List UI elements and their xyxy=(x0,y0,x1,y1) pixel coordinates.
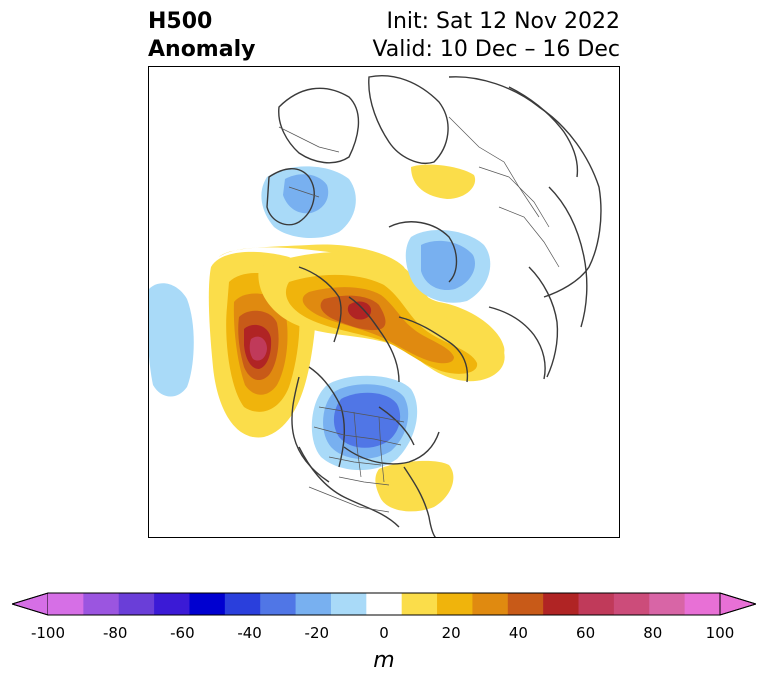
colorbar-tick-label: -60 xyxy=(170,624,195,642)
colorbar-bin xyxy=(224,593,261,615)
colorbar-bin xyxy=(189,593,226,615)
title-valid: Valid: 10 Dec – 16 Dec xyxy=(372,37,620,62)
colorbar-bin xyxy=(472,593,509,615)
colorbar-bin xyxy=(366,593,403,615)
anomaly-map xyxy=(149,75,602,537)
colorbar-tick-label: 40 xyxy=(508,624,528,642)
colorbar-bin xyxy=(83,593,120,615)
colorbar-bin xyxy=(437,593,473,615)
coastlines xyxy=(266,75,602,537)
colorbar-tick-label: -20 xyxy=(304,624,330,642)
colorbar-tick-label: -80 xyxy=(102,624,128,642)
colorbar-tick-label: -40 xyxy=(237,624,262,642)
political-borders xyxy=(278,116,560,513)
colorbar-bin xyxy=(543,593,580,615)
colorbar-extend-max xyxy=(719,592,758,616)
colorbar-bin xyxy=(118,593,155,615)
title-variable: H500 xyxy=(148,9,213,34)
title-anomaly: Anomaly xyxy=(148,37,256,62)
title-left: H500 Anomaly xyxy=(148,8,255,64)
colorbar-bin xyxy=(260,593,297,615)
title-init: Init: Sat 12 Nov 2022 xyxy=(386,9,620,34)
colorbar-bin xyxy=(401,593,438,615)
colorbar xyxy=(10,592,758,616)
colorbar-tick-label: 60 xyxy=(576,624,596,642)
colorbar-bin xyxy=(48,593,84,615)
colorbar-tick-label: 100 xyxy=(705,624,735,642)
colorbar-bin xyxy=(649,593,686,615)
colorbar-tick-label: -100 xyxy=(30,624,66,642)
colorbar-units: m xyxy=(373,648,395,673)
colorbar-bin xyxy=(330,593,367,615)
colorbar-graphic xyxy=(10,592,758,616)
colorbar-extend-min xyxy=(10,592,49,616)
colorbar-bin xyxy=(684,593,721,615)
colorbar-bin xyxy=(578,593,615,615)
colorbar-bin xyxy=(154,593,190,615)
map-panel xyxy=(148,66,620,538)
colorbar-tick-label: 0 xyxy=(379,624,389,642)
colorbar-tick-label: 20 xyxy=(441,624,461,642)
colorbar-tick-label: 80 xyxy=(643,624,663,642)
colorbar-bin xyxy=(507,593,544,615)
title-right: Init: Sat 12 Nov 2022 Valid: 10 Dec – 16… xyxy=(372,8,620,64)
colorbar-bin xyxy=(295,593,332,615)
colorbar-bin xyxy=(613,593,650,615)
negative-anomaly-patches xyxy=(149,166,491,471)
